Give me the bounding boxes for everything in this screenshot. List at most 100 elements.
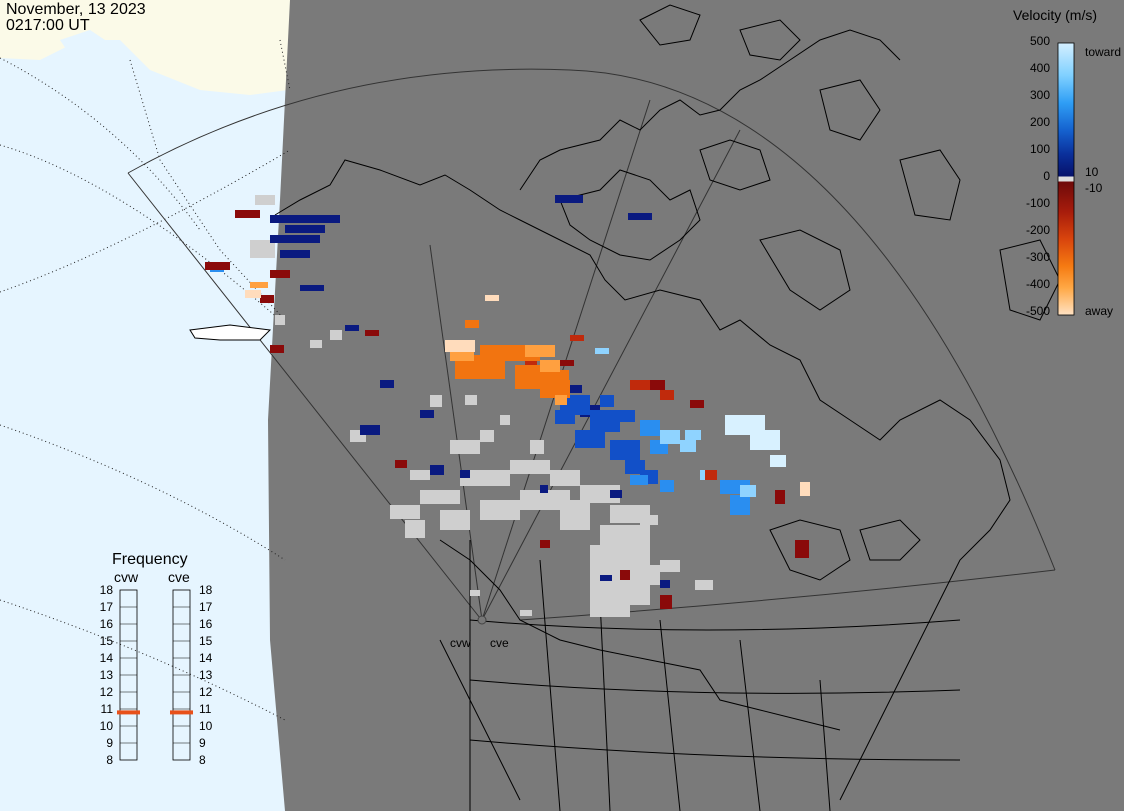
scatter-cell [600, 395, 614, 407]
frequency-tick-label: 18 [199, 583, 213, 597]
frequency-marker [170, 710, 193, 715]
scatter-cell [630, 475, 648, 485]
scatter-cell [510, 460, 550, 474]
scatter-cell [525, 345, 555, 357]
scatter-cell [550, 470, 580, 486]
frequency-bars: 18 17 16 15 14 13 12 11 10 9 8 18 17 16 15 14 13 12 11 10 9 8 [100, 583, 213, 767]
velocity-tick-label: 300 [1030, 88, 1050, 102]
scatter-cell [275, 315, 285, 325]
scatter-cell [205, 262, 230, 270]
scatter-cell [770, 455, 786, 467]
scatter-cell [595, 348, 609, 354]
scatter-cell [570, 335, 584, 341]
scatter-cell [270, 345, 284, 353]
scatter-cell [730, 495, 750, 515]
scatter-cell [555, 410, 575, 424]
frequency-panel: Frequency cvw cve 1817161514131211109818… [100, 551, 213, 767]
frequency-tick-label: 10 [100, 719, 114, 733]
scatter-cell [615, 410, 635, 422]
scatter-cell [540, 540, 550, 548]
frequency-tick-label: 18 [100, 583, 114, 597]
velocity-tick-label: -500 [1026, 304, 1050, 318]
scatter-cell [555, 395, 567, 405]
scatter-cell [465, 320, 479, 328]
scatter-cell [610, 440, 640, 460]
velocity-tick-label: 200 [1030, 115, 1050, 129]
frequency-radar-cve: cve [168, 569, 190, 585]
velocity-colorbar: Velocity (m/s) toward away 10 -10 500 400… [1013, 7, 1121, 318]
scatter-cell [660, 480, 674, 492]
frequency-tick-label: 14 [100, 651, 114, 665]
scatter-cell [795, 540, 809, 558]
ocean-area [0, 0, 290, 811]
scatter-cell [345, 325, 359, 331]
scatter-cell [525, 360, 537, 368]
scatter-cell [270, 270, 290, 278]
frequency-tick-label: 12 [100, 685, 114, 699]
frequency-tick-label: 12 [199, 685, 213, 699]
radar-label-cve: cve [490, 636, 509, 650]
scatter-cell [750, 430, 780, 450]
scatter-cell [410, 470, 430, 480]
frequency-tick-label: 13 [100, 668, 114, 682]
scatter-cell [480, 500, 520, 520]
coastlines [189, 4, 1061, 811]
positive-small-label: 10 [1085, 165, 1099, 179]
scatter-cell [590, 545, 650, 565]
frequency-tick-label: 15 [199, 634, 213, 648]
velocity-tick-labels: 500 400 300 200 100 0 -100 -200 -300 -400 -500 [1026, 34, 1050, 318]
scatter-cell [775, 490, 785, 504]
frequency-tick-label: 15 [100, 634, 114, 648]
scatter-cell [540, 360, 560, 372]
velocity-colorbar-gradient [1057, 42, 1075, 316]
frequency-tick-label: 11 [199, 702, 212, 716]
scatter-cell [280, 250, 310, 258]
velocity-tick-label: 500 [1030, 34, 1050, 48]
scatter-cell [580, 485, 620, 503]
scatter-cell [390, 505, 420, 519]
velocity-tick-label: -200 [1026, 223, 1050, 237]
frequency-tick-label: 8 [199, 753, 206, 767]
scatter-cell [310, 340, 322, 348]
scatter-cell [705, 470, 717, 480]
scatter-cell [395, 460, 407, 468]
away-label: away [1085, 304, 1113, 318]
scatter-cell [660, 580, 670, 588]
scatter-cell [645, 380, 665, 390]
scatter-cell [600, 575, 612, 581]
scatter-cell [485, 295, 499, 301]
scatter-cell [740, 485, 756, 497]
scatter-cell [330, 330, 342, 340]
scatter-cell [685, 430, 701, 440]
scatter-cell [250, 282, 268, 288]
scatter-cell [255, 195, 275, 205]
date-label: November, 13 2023 [6, 1, 146, 18]
radar-label-cvw: cvw [450, 636, 471, 650]
scatter-cell [365, 330, 379, 336]
scatter-cell [420, 410, 434, 418]
scatter-cell [480, 430, 494, 442]
scatter-cell [430, 465, 444, 475]
bay-area [60, 30, 120, 60]
scatter-cell [380, 380, 394, 388]
scatter-cell [460, 470, 510, 486]
velocity-tick-label: -400 [1026, 277, 1050, 291]
frequency-marker [117, 710, 140, 715]
scatter-cell [520, 610, 532, 616]
frequency-tick-label: 9 [106, 736, 113, 750]
frequency-tick-label: 8 [106, 753, 113, 767]
scatter-cell [360, 425, 380, 435]
scatter-cell [660, 595, 672, 609]
radar-site-marker [477, 615, 487, 625]
scatter-cell [430, 395, 442, 407]
radar-sites: cvw cve [450, 615, 509, 650]
frequency-tick-label: 16 [100, 617, 114, 631]
scatter-cell [590, 585, 650, 605]
frequency-tick-label: 16 [199, 617, 213, 631]
scatter-cell [660, 560, 680, 572]
scatter-cell [575, 430, 605, 448]
toward-label: toward [1085, 45, 1121, 59]
scatter-cell [480, 345, 500, 357]
frequency-tick-label: 13 [199, 668, 213, 682]
